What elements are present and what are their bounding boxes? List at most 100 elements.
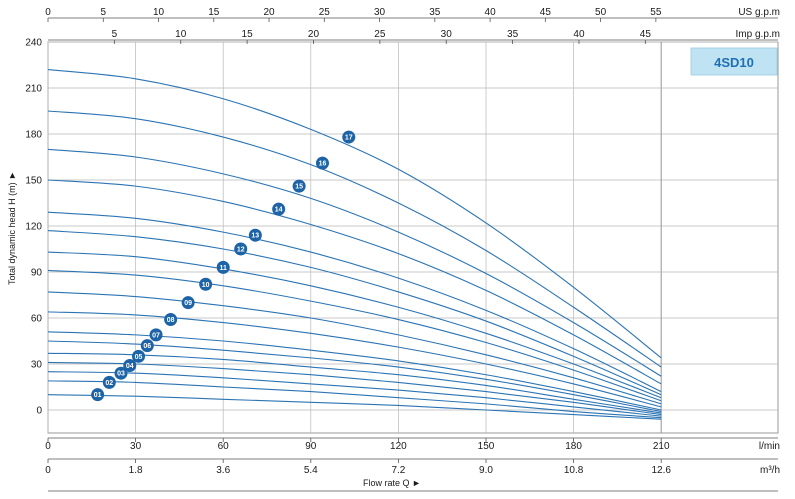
usgpm-tick-label: 40: [485, 7, 497, 18]
y-axis-title: Total dynamic head H (m) ►: [7, 171, 17, 285]
m3h-tick-label: 10.8: [564, 465, 584, 476]
curve-marker-16: [315, 156, 329, 170]
lmin-tick-label: 120: [390, 441, 407, 452]
m3h-tick-label: 12.6: [651, 465, 671, 476]
curve-11: [47, 251, 662, 399]
curve-08: [47, 311, 662, 408]
curve-marker-09: [181, 296, 195, 310]
impgpm-tick-label: 35: [507, 29, 519, 40]
impgpm-tick-label: 40: [573, 29, 585, 40]
lmin-tick-label: 180: [565, 441, 582, 452]
curve-marker-label-03: 03: [117, 371, 125, 378]
grid: [47, 41, 779, 434]
curve-marker-14: [272, 202, 286, 216]
usgpm-tick-label: 55: [650, 7, 662, 18]
curve-16: [47, 110, 662, 368]
curve-10: [47, 269, 662, 402]
m3h-tick-label: 9.0: [479, 465, 493, 476]
y-tick-label: 90: [31, 268, 43, 279]
usgpm-unit-label: US g.p.m: [738, 7, 780, 18]
impgpm-tick-label: 20: [308, 29, 320, 40]
usgpm-tick-label: 35: [429, 7, 441, 18]
lmin-tick-label: 210: [653, 441, 670, 452]
y-tick-label: 150: [25, 176, 42, 187]
curve-marker-15: [292, 179, 306, 193]
model-label: 4SD10: [714, 55, 754, 70]
curve-marker-label-10: 10: [202, 282, 210, 289]
lmin-tick-label: 60: [218, 441, 230, 452]
m3h-tick-label: 3.6: [216, 465, 230, 476]
curve-14: [47, 179, 662, 385]
curve-marker-03: [114, 366, 128, 380]
curve-marker-10: [199, 277, 213, 291]
curve-marker-label-16: 16: [319, 161, 327, 168]
performance-curves: [47, 69, 662, 420]
impgpm-unit-label: Imp g.p.m: [736, 29, 780, 40]
impgpm-tick-label: 30: [441, 29, 453, 40]
usgpm-tick-label: 45: [540, 7, 552, 18]
curve-marker-04: [123, 359, 137, 373]
y-tick-label: 210: [25, 84, 42, 95]
m3h-tick-label: 1.8: [129, 465, 143, 476]
curve-marker-label-04: 04: [126, 363, 134, 370]
y-tick-label: 180: [25, 130, 42, 141]
impgpm-tick-label: 5: [112, 29, 118, 40]
curve-marker-12: [234, 242, 248, 256]
curve-03: [47, 371, 662, 417]
curve-marker-06: [140, 339, 154, 353]
curve-15: [47, 148, 662, 377]
model-box: 4SD10: [690, 47, 778, 76]
curve-marker-08: [164, 313, 178, 327]
curve-12: [47, 230, 662, 396]
curve-marker-label-05: 05: [135, 354, 143, 361]
curve-marker-label-11: 11: [219, 265, 227, 272]
impgpm-tick-label: 15: [242, 29, 254, 40]
curve-marker-label-08: 08: [167, 317, 175, 324]
curve-marker-11: [216, 260, 230, 274]
usgpm-tick-label: 20: [263, 7, 275, 18]
curve-marker-02: [102, 375, 116, 389]
impgpm-tick-label: 25: [374, 29, 386, 40]
curve-marker-label-15: 15: [295, 184, 303, 191]
curve-09: [47, 291, 662, 405]
curve-marker-label-06: 06: [143, 343, 151, 350]
lmin-tick-label: 90: [305, 441, 317, 452]
y-tick-label: 0: [36, 406, 42, 417]
usgpm-tick-label: 25: [319, 7, 331, 18]
curve-marker-05: [132, 349, 146, 363]
curve-07: [47, 331, 662, 411]
curve-01: [47, 394, 662, 420]
lmin-tick-label: 150: [478, 441, 495, 452]
y-tick-label: 120: [25, 222, 42, 233]
curve-13: [47, 211, 662, 393]
usgpm-tick-label: 0: [45, 7, 51, 18]
m3h-tick-label: 0: [45, 465, 51, 476]
model-box-bg: [690, 47, 778, 76]
x-axis-title: Flow rate Q ►: [363, 478, 421, 488]
curve-04: [47, 361, 662, 416]
y-tick-label: 240: [25, 38, 42, 49]
curve-marker-07: [149, 328, 163, 342]
curve-marker-label-09: 09: [184, 300, 192, 307]
curve-marker-13: [248, 228, 262, 242]
curve-marker-label-17: 17: [345, 135, 353, 142]
curve-marker-label-14: 14: [275, 207, 283, 214]
lmin-unit-label: l/min: [759, 441, 780, 452]
usgpm-tick-label: 30: [374, 7, 386, 18]
impgpm-tick-label: 45: [640, 29, 652, 40]
curve-marker-label-01: 01: [94, 392, 102, 399]
curve-marker-label-13: 13: [251, 233, 259, 240]
curve-marker-label-12: 12: [237, 247, 245, 254]
m3h-unit-label: m³/h: [760, 465, 780, 476]
curve-marker-label-07: 07: [152, 332, 160, 339]
curve-17: [47, 69, 662, 359]
y-tick-label: 30: [31, 360, 43, 371]
usgpm-tick-label: 15: [208, 7, 220, 18]
usgpm-tick-label: 5: [100, 7, 106, 18]
curve-marker-01: [91, 388, 105, 402]
curve-marker-label-02: 02: [105, 380, 113, 387]
m3h-tick-label: 7.2: [391, 465, 405, 476]
